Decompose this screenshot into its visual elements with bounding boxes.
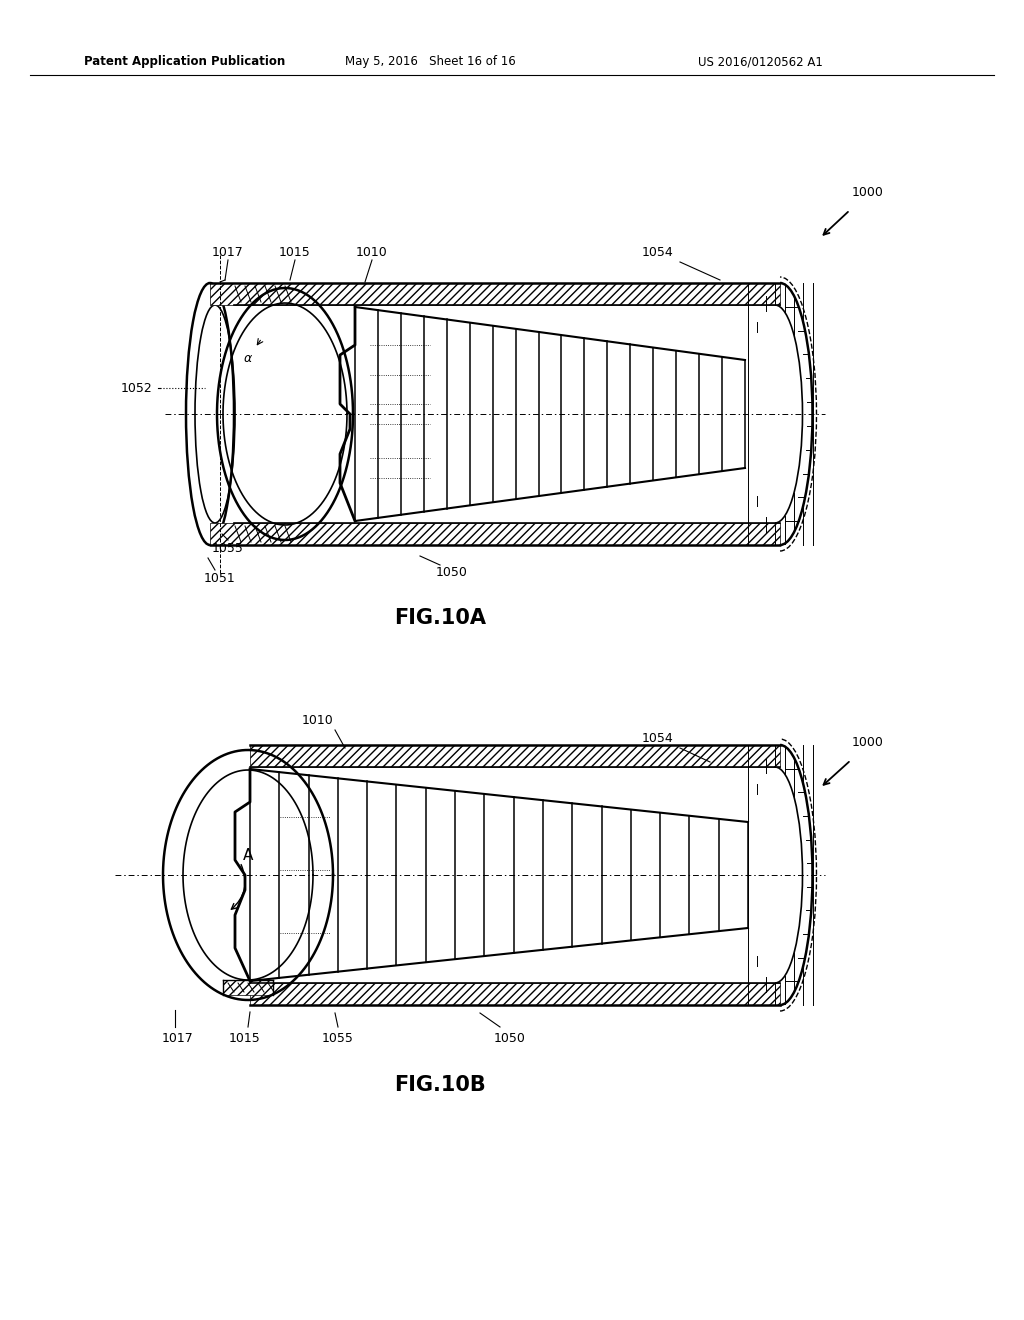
Text: 1000: 1000 bbox=[852, 737, 884, 750]
Text: 1054: 1054 bbox=[642, 731, 674, 744]
Text: 1050: 1050 bbox=[436, 565, 468, 578]
Text: $\alpha$: $\alpha$ bbox=[243, 351, 253, 364]
Text: 1015: 1015 bbox=[229, 1031, 261, 1044]
PathPatch shape bbox=[250, 744, 780, 767]
Text: 1000: 1000 bbox=[852, 186, 884, 198]
PathPatch shape bbox=[250, 983, 780, 1005]
Text: FIG.10A: FIG.10A bbox=[394, 609, 486, 628]
Text: A: A bbox=[243, 847, 253, 862]
PathPatch shape bbox=[210, 282, 780, 305]
Text: 1017: 1017 bbox=[212, 246, 244, 259]
PathPatch shape bbox=[223, 979, 273, 995]
Text: US 2016/0120562 A1: US 2016/0120562 A1 bbox=[697, 55, 822, 69]
Text: 1010: 1010 bbox=[302, 714, 334, 726]
Text: 1051: 1051 bbox=[204, 572, 236, 585]
Text: 1055: 1055 bbox=[323, 1031, 354, 1044]
PathPatch shape bbox=[210, 523, 780, 545]
Text: 1015: 1015 bbox=[280, 246, 311, 259]
Text: 1055: 1055 bbox=[212, 541, 244, 554]
Text: 1050: 1050 bbox=[494, 1031, 526, 1044]
Text: 1054: 1054 bbox=[642, 246, 674, 259]
Text: 1010: 1010 bbox=[356, 246, 388, 259]
Text: Patent Application Publication: Patent Application Publication bbox=[84, 55, 286, 69]
Text: 1052: 1052 bbox=[120, 381, 152, 395]
Text: May 5, 2016   Sheet 16 of 16: May 5, 2016 Sheet 16 of 16 bbox=[345, 55, 515, 69]
Text: FIG.10B: FIG.10B bbox=[394, 1074, 485, 1096]
Text: 1017: 1017 bbox=[162, 1031, 194, 1044]
